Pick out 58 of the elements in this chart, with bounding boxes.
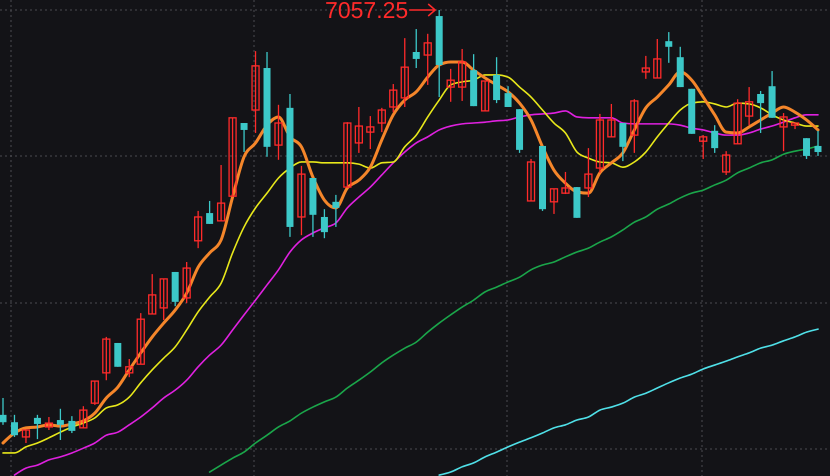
candlestick: [114, 342, 122, 368]
candlestick: [699, 134, 708, 160]
candlestick: [803, 138, 810, 160]
candlestick: [366, 115, 374, 150]
candlestick: [757, 90, 764, 134]
candlestick: [343, 121, 352, 188]
candlestick: [216, 164, 226, 222]
candlestick: [240, 122, 248, 153]
candlestick: [446, 68, 455, 102]
candlestick: [228, 117, 237, 197]
candlestick: [619, 122, 626, 162]
candlestick: [34, 414, 41, 440]
candlestick: [734, 98, 742, 144]
candlestick: [400, 37, 409, 108]
candlestick: [136, 312, 145, 365]
candlestick: [458, 48, 466, 102]
candlestick: [148, 273, 156, 315]
candlestick: [79, 406, 88, 428]
candlestick: [526, 158, 536, 202]
candlestick: [354, 106, 363, 154]
candlestick: [744, 86, 754, 126]
candlestick: [412, 28, 420, 69]
candlestick: [194, 210, 202, 249]
annotation: 7057.25: [325, 0, 408, 23]
candlestick: [22, 429, 30, 444]
candlestick: [642, 55, 650, 80]
candlestick: [389, 83, 398, 113]
candlestick: [665, 31, 672, 64]
candlestick: [10, 414, 18, 438]
candlestick: [814, 130, 822, 157]
candlestick: [584, 147, 593, 198]
candlestick: [320, 208, 328, 239]
candlestick: [424, 33, 432, 86]
candlestick: [653, 38, 662, 79]
candlestick: [102, 336, 110, 381]
candlestick: [125, 358, 134, 378]
candlestick: [630, 98, 638, 154]
candlestick: [504, 86, 512, 108]
candlestick: [160, 278, 168, 321]
candlestick: [378, 107, 386, 133]
candlestick: [90, 380, 99, 406]
candlestick: [68, 416, 76, 434]
candlestick: [56, 408, 64, 441]
candlestick: [550, 188, 558, 215]
candlestick: [596, 113, 604, 174]
candlestick: [206, 200, 214, 225]
candlestick: [44, 416, 54, 431]
candlestick: [722, 150, 730, 176]
candlestick: [274, 104, 283, 160]
candlestick: [480, 80, 490, 112]
candlestick: [607, 103, 616, 138]
candlestick: [779, 112, 788, 152]
candlestick: [251, 50, 260, 134]
candlestick: [332, 194, 340, 228]
candlestick: [182, 261, 191, 304]
candlestick: [297, 165, 306, 236]
candlestick: [711, 124, 718, 154]
candlestick: [561, 171, 570, 195]
